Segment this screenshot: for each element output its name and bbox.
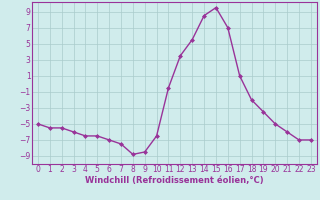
- X-axis label: Windchill (Refroidissement éolien,°C): Windchill (Refroidissement éolien,°C): [85, 176, 264, 185]
